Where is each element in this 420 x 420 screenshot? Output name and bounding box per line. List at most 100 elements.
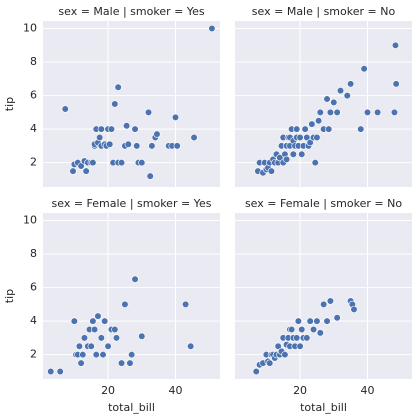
point [303, 334, 311, 342]
point [333, 314, 341, 322]
point [281, 351, 289, 359]
point [326, 297, 335, 305]
point [107, 125, 116, 133]
point [391, 41, 400, 49]
point [173, 142, 181, 150]
point [138, 332, 146, 340]
point [171, 113, 180, 122]
point [131, 275, 139, 283]
point [311, 159, 319, 167]
point [89, 317, 97, 325]
point [252, 367, 260, 376]
point [390, 108, 399, 116]
point [126, 359, 134, 367]
point [106, 140, 114, 148]
point [90, 325, 99, 334]
point [114, 83, 122, 91]
point [92, 351, 100, 359]
plot-background [43, 21, 220, 187]
point [123, 122, 131, 130]
point [374, 108, 382, 116]
point [325, 125, 333, 133]
point [112, 334, 121, 342]
point [80, 334, 89, 342]
point [350, 305, 358, 314]
point [357, 125, 365, 133]
y-tick-label: 8 [30, 55, 37, 68]
x-tick-label: 40 [360, 384, 374, 397]
point [323, 95, 331, 103]
point [326, 108, 335, 116]
point [336, 86, 345, 95]
x-axis-label: total_bill [300, 401, 347, 414]
point [131, 125, 139, 133]
y-tick-label: 4 [30, 314, 37, 327]
point [282, 155, 291, 163]
point [128, 351, 136, 359]
y-tick-label: 2 [30, 348, 37, 361]
point [138, 159, 146, 167]
panel-title: sex = Female | smoker = No [245, 197, 402, 210]
point [363, 108, 372, 116]
y-axis-label: tip [3, 289, 16, 303]
point [148, 142, 156, 150]
point [343, 92, 351, 100]
point [82, 167, 90, 175]
point [94, 312, 102, 320]
point [111, 325, 119, 334]
point [330, 98, 338, 106]
point [69, 167, 77, 175]
y-tick-label: 4 [30, 122, 37, 135]
point [306, 317, 314, 325]
point [124, 140, 132, 148]
point [323, 317, 331, 325]
point [144, 108, 153, 116]
point [296, 342, 304, 350]
y-tick-label: 6 [30, 281, 37, 294]
point [190, 133, 198, 142]
point [70, 317, 78, 325]
point [267, 167, 276, 175]
point [288, 325, 296, 334]
y-tick-label: 10 [23, 22, 37, 35]
point [87, 342, 95, 350]
point [133, 142, 141, 150]
point [316, 108, 324, 116]
point [274, 342, 282, 350]
point [75, 342, 84, 350]
point [117, 359, 126, 367]
point [77, 162, 85, 170]
point [101, 317, 109, 325]
point [360, 65, 368, 73]
point [97, 334, 105, 342]
point [117, 159, 126, 167]
plot-background [235, 213, 412, 379]
panel-title: sex = Male | smoker = No [252, 5, 396, 18]
point [306, 138, 314, 147]
point [392, 80, 400, 88]
point [347, 80, 355, 88]
point [296, 133, 304, 142]
point [56, 367, 64, 376]
point [293, 334, 301, 342]
y-axis-label: tip [3, 97, 16, 111]
point [77, 359, 85, 367]
point [266, 359, 274, 367]
point [313, 317, 321, 325]
point [309, 325, 318, 334]
point [146, 172, 154, 180]
point [79, 351, 87, 359]
point [293, 125, 301, 133]
point [89, 159, 97, 167]
point [104, 342, 112, 350]
panel-title: sex = Male | smoker = Yes [58, 5, 204, 18]
point [61, 105, 69, 113]
point [289, 150, 297, 158]
x-tick-label: 20 [101, 384, 115, 397]
point [294, 317, 302, 325]
point [121, 300, 129, 308]
point [187, 342, 195, 350]
y-tick-label: 2 [30, 156, 37, 169]
point [97, 125, 105, 133]
